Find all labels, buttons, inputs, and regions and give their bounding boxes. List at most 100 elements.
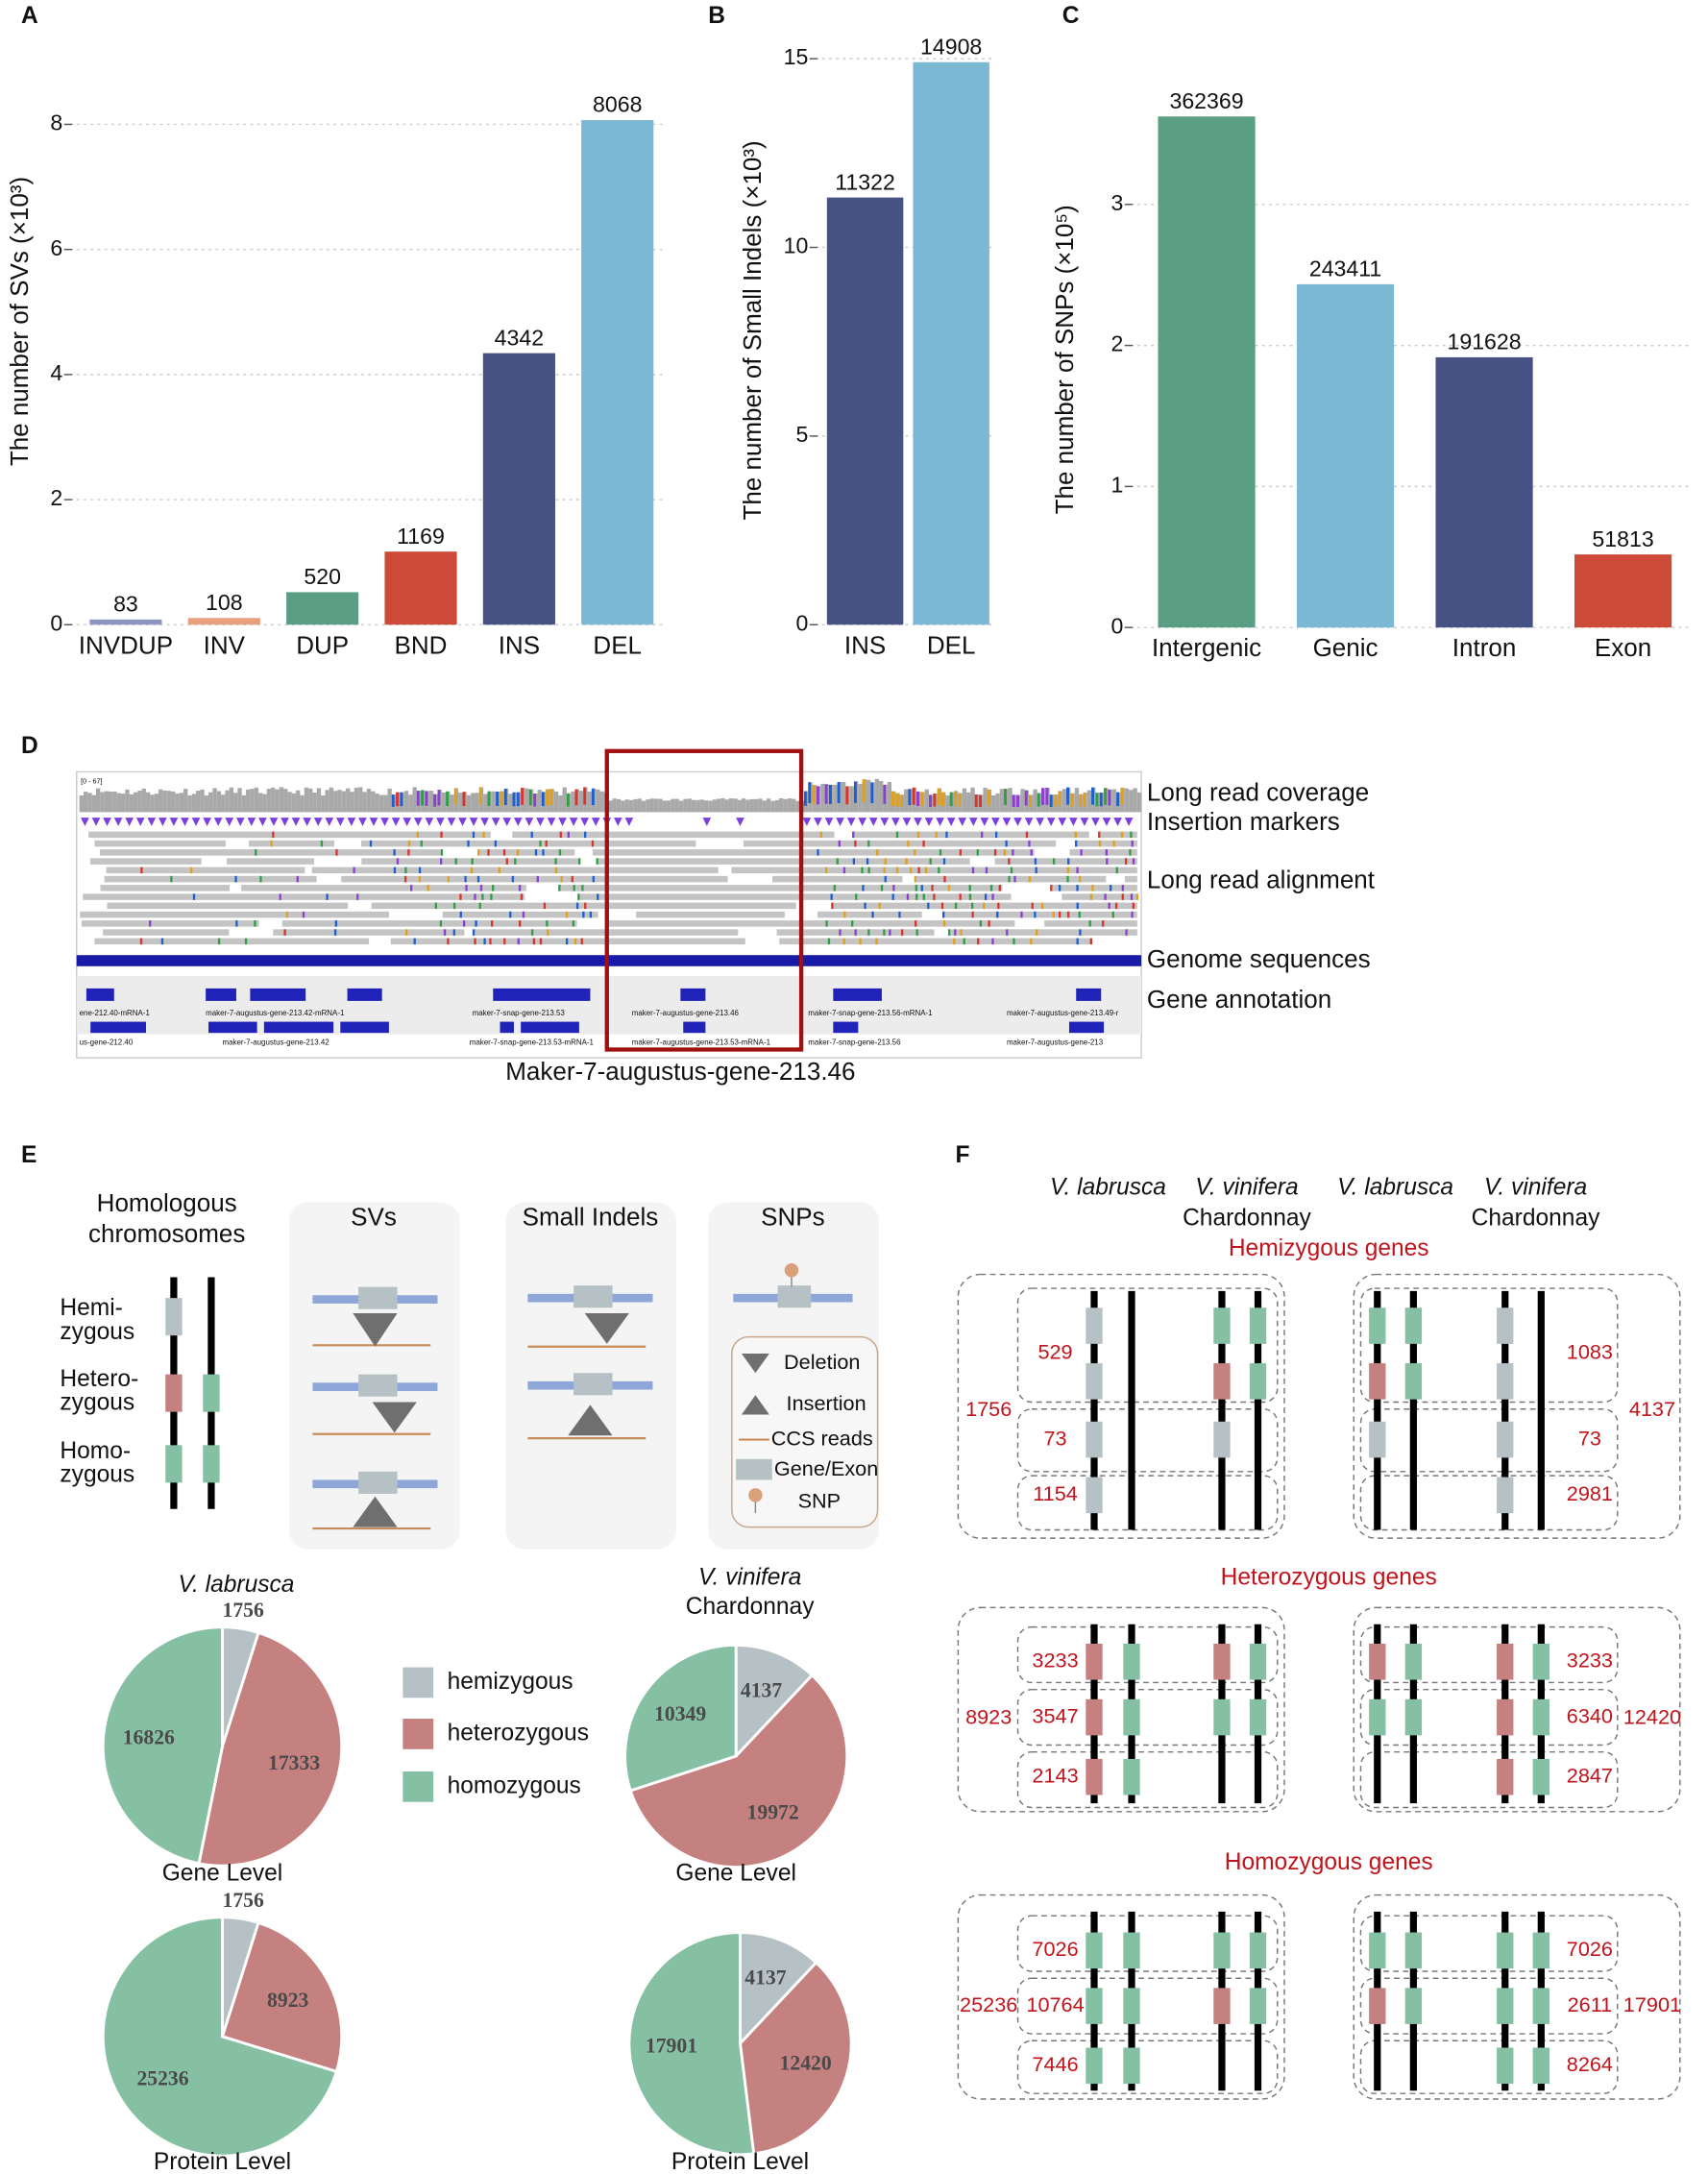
read-variant <box>254 920 256 927</box>
read-variant <box>1076 885 1079 892</box>
read-variant <box>582 911 585 918</box>
read <box>852 831 1089 839</box>
coverage <box>1061 789 1067 813</box>
gene <box>1404 1698 1423 1736</box>
read <box>994 858 1137 865</box>
read-variant <box>884 875 887 883</box>
read <box>100 885 231 892</box>
read-variant <box>1089 938 1092 945</box>
read <box>361 858 580 865</box>
read <box>94 840 226 847</box>
read-variant <box>836 858 839 865</box>
coverage <box>412 787 417 813</box>
read-variant <box>1098 840 1102 847</box>
read <box>341 875 728 883</box>
gene <box>1123 1698 1140 1736</box>
read-variant <box>356 893 359 900</box>
read-variant <box>883 929 886 936</box>
bar <box>187 618 260 625</box>
gene-block <box>833 988 856 1001</box>
coverage <box>283 789 288 813</box>
insertion-marker <box>1124 818 1134 826</box>
insertion-marker <box>502 818 512 826</box>
read-variant <box>968 885 971 892</box>
zygosity-label: zygous <box>60 1462 134 1488</box>
bar <box>286 592 359 625</box>
read-variant <box>494 840 498 847</box>
insertion-marker <box>147 818 157 826</box>
slice-label: 17333 <box>268 1751 320 1774</box>
zygosity-label: Hetero- <box>60 1366 138 1392</box>
read-variant <box>272 831 275 839</box>
read-variant <box>959 893 962 900</box>
gene <box>1123 1932 1140 1969</box>
coverage <box>225 790 230 813</box>
bar <box>581 120 654 625</box>
read-variant <box>1129 849 1132 856</box>
read-variant <box>989 885 993 892</box>
insertion-marker <box>358 818 367 826</box>
row-box <box>1359 1408 1619 1473</box>
read <box>241 885 526 892</box>
read-variant <box>597 893 599 900</box>
coverage <box>325 790 329 813</box>
coverage-variant <box>446 791 450 806</box>
track-label: Long read alignment <box>1147 866 1376 894</box>
coverage <box>646 799 650 813</box>
read-variant <box>546 920 549 927</box>
gene <box>1369 1363 1386 1400</box>
read-variant <box>490 893 493 900</box>
read-variant <box>831 902 834 910</box>
coverage-variant <box>812 785 816 804</box>
coverage-variant <box>1120 788 1124 805</box>
slice-label: 19972 <box>747 1800 799 1823</box>
y-tick-label: 0 <box>795 610 808 635</box>
insertion-marker <box>1113 818 1122 826</box>
coverage-variant <box>854 781 857 803</box>
insertion-marker <box>624 818 634 826</box>
coverage <box>683 798 688 813</box>
gene <box>1213 1932 1231 1969</box>
coverage <box>216 791 222 813</box>
x-tick-label: Genic <box>1313 633 1379 662</box>
coverage-variant <box>891 791 894 806</box>
bar <box>89 619 162 625</box>
gene <box>1249 1988 1267 2024</box>
read-variant <box>404 875 407 883</box>
gene <box>1123 1643 1140 1680</box>
gene <box>1213 1307 1231 1344</box>
read-variant <box>454 858 457 865</box>
read-variant <box>862 885 865 892</box>
y-tick-label: 15 <box>784 44 809 69</box>
read-variant <box>536 875 539 883</box>
read-variant <box>532 938 536 945</box>
read-variant <box>833 885 836 892</box>
gene-name: ene-212.40-mRNA-1 <box>80 1009 151 1017</box>
y-tick-label: 0 <box>1110 613 1123 638</box>
coverage <box>662 800 667 813</box>
gene-count: 10764 <box>1026 1992 1084 2016</box>
coverage <box>191 794 197 813</box>
read-variant <box>1125 929 1128 936</box>
read-variant <box>898 911 901 918</box>
read-variant <box>498 867 500 874</box>
read-variant <box>867 929 870 936</box>
read-variant <box>855 893 858 900</box>
x-tick-label: DEL <box>593 630 642 659</box>
read-variant <box>985 867 988 874</box>
insertion-marker <box>325 818 334 826</box>
value-label: 520 <box>304 564 341 589</box>
read-variant <box>931 885 934 892</box>
read-variant <box>1130 831 1133 839</box>
insertion-marker <box>614 818 622 826</box>
read <box>103 929 230 936</box>
insertion-marker <box>536 818 545 826</box>
x-tick-label: INS <box>844 630 886 659</box>
coverage <box>633 798 638 813</box>
gene-count: 1154 <box>1033 1481 1078 1505</box>
read-variant <box>530 929 534 936</box>
slice-label: 25236 <box>136 2067 188 2090</box>
exon <box>358 1471 398 1494</box>
coverage <box>296 790 301 813</box>
